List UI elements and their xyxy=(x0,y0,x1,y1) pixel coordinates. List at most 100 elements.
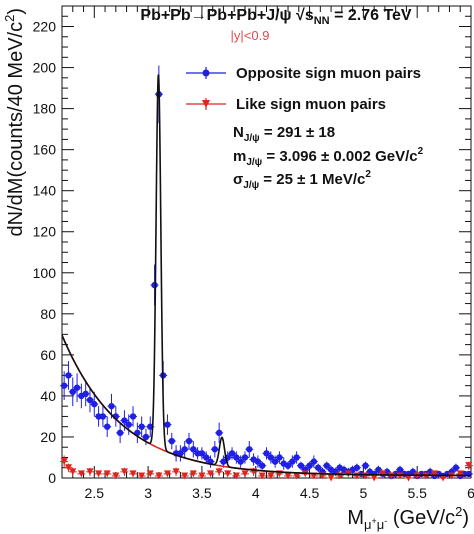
data-point xyxy=(241,470,249,478)
data-point xyxy=(276,454,283,461)
x-tick-label: 3 xyxy=(144,485,152,501)
data-point xyxy=(224,470,232,478)
data-point xyxy=(439,474,447,482)
y-tick-label: 140 xyxy=(33,183,57,199)
legend-marker xyxy=(202,100,210,108)
data-point xyxy=(396,466,404,473)
data-point xyxy=(86,468,94,476)
data-point xyxy=(370,474,378,482)
y-tick-label: 40 xyxy=(40,388,56,404)
data-point xyxy=(190,446,197,453)
data-point xyxy=(220,458,227,465)
data-point xyxy=(215,468,223,476)
y-tick-label: 20 xyxy=(40,429,56,445)
data-point xyxy=(198,472,206,480)
data-point xyxy=(306,462,313,469)
data-point xyxy=(104,423,111,430)
data-point xyxy=(323,462,330,469)
legend: Opposite sign muon pairs Like sign muon p… xyxy=(186,65,421,113)
data-point xyxy=(121,417,128,424)
data-point xyxy=(430,470,438,478)
data-point xyxy=(293,472,301,480)
data-point xyxy=(82,390,89,398)
fit-stat-2: σJ/ψ = 25 ± 1 MeV/c2 xyxy=(233,169,371,191)
data-point xyxy=(293,454,300,461)
data-point xyxy=(129,470,137,478)
chart-subtitle: |y|<0.9 xyxy=(231,28,270,43)
y-tick-label: 160 xyxy=(33,142,57,158)
data-point xyxy=(267,454,275,461)
y-tick-label: 60 xyxy=(40,347,56,363)
data-point xyxy=(284,462,292,469)
fit-curves xyxy=(61,74,472,477)
data-point xyxy=(379,470,387,478)
data-point xyxy=(185,437,193,445)
data-point xyxy=(258,472,266,480)
y-tick-label: 200 xyxy=(33,60,57,76)
x-tick-label: 5 xyxy=(359,485,367,501)
data-point xyxy=(77,470,85,478)
data-point xyxy=(164,421,171,428)
y-axis: 0 20 40 60 80 100 120 140 160 180 200 220 dN/dM(coun… xyxy=(2,5,471,486)
x-tick-label: 4.5 xyxy=(300,485,320,501)
data-point xyxy=(198,450,206,457)
data-point xyxy=(207,470,215,478)
y-tick-label: 180 xyxy=(33,101,57,117)
y-tick-label: 220 xyxy=(33,19,57,35)
data-point xyxy=(233,454,240,461)
data-point xyxy=(116,429,124,437)
x-tick-label: 4 xyxy=(252,485,260,501)
data-point xyxy=(327,474,335,482)
data-point xyxy=(65,372,72,379)
legend-marker xyxy=(202,69,210,77)
legend-label: Opposite sign muon pairs xyxy=(236,65,421,82)
data-point xyxy=(181,472,189,480)
data-point xyxy=(129,413,137,420)
data-point xyxy=(99,413,107,420)
data-point xyxy=(108,402,115,410)
data-point xyxy=(246,446,253,453)
y-tick-label: 0 xyxy=(48,470,56,486)
data-point xyxy=(112,472,120,480)
data-point xyxy=(362,462,369,469)
data-point xyxy=(267,472,275,480)
data-point xyxy=(353,464,361,471)
x-tick-label: 6 xyxy=(467,485,474,501)
data-point xyxy=(69,388,76,396)
data-point xyxy=(60,382,68,389)
x-axis: 2.5 3 3.5 4 4.5 5 5.5 6 Mμ+μ- (GeV/c2) xyxy=(61,6,474,532)
data-point xyxy=(168,437,175,445)
data-point xyxy=(86,396,94,404)
data-point xyxy=(396,472,404,480)
data-point xyxy=(203,454,210,461)
data-point xyxy=(258,462,266,469)
data-point xyxy=(155,472,163,480)
data-point xyxy=(263,450,270,457)
data-point xyxy=(405,474,413,482)
data-point xyxy=(64,464,72,472)
data-point xyxy=(172,468,180,476)
data-point xyxy=(146,470,154,478)
legend-label: Like sign muon pairs xyxy=(236,96,386,113)
annotation-text: Pb+Pb→Pb+Pb+J/ψ √sNN = 2.76 TeV|y|<0.9 NJ… xyxy=(140,5,424,191)
data-point xyxy=(69,468,77,476)
data-point xyxy=(91,400,98,408)
data-point xyxy=(142,433,150,441)
data-point xyxy=(189,470,197,478)
data-point xyxy=(232,472,240,480)
data-point xyxy=(310,458,318,465)
data-point xyxy=(284,472,292,480)
x-tick-label: 5.5 xyxy=(407,485,427,501)
chart-title: Pb+Pb→Pb+Pb+J/ψ √sNN = 2.76 TeV xyxy=(140,7,412,27)
data-point xyxy=(103,470,111,478)
data-point xyxy=(465,462,473,470)
fit-stat-0: NJ/ψ = 291 ± 18 xyxy=(233,124,335,144)
x-tick-label: 2.5 xyxy=(85,485,105,501)
data-point xyxy=(215,429,223,437)
data-point xyxy=(254,458,262,465)
data-point xyxy=(289,458,296,465)
y-axis-label: dN/dM(counts/40 MeV/c2) xyxy=(2,8,27,236)
data-point xyxy=(271,458,279,465)
